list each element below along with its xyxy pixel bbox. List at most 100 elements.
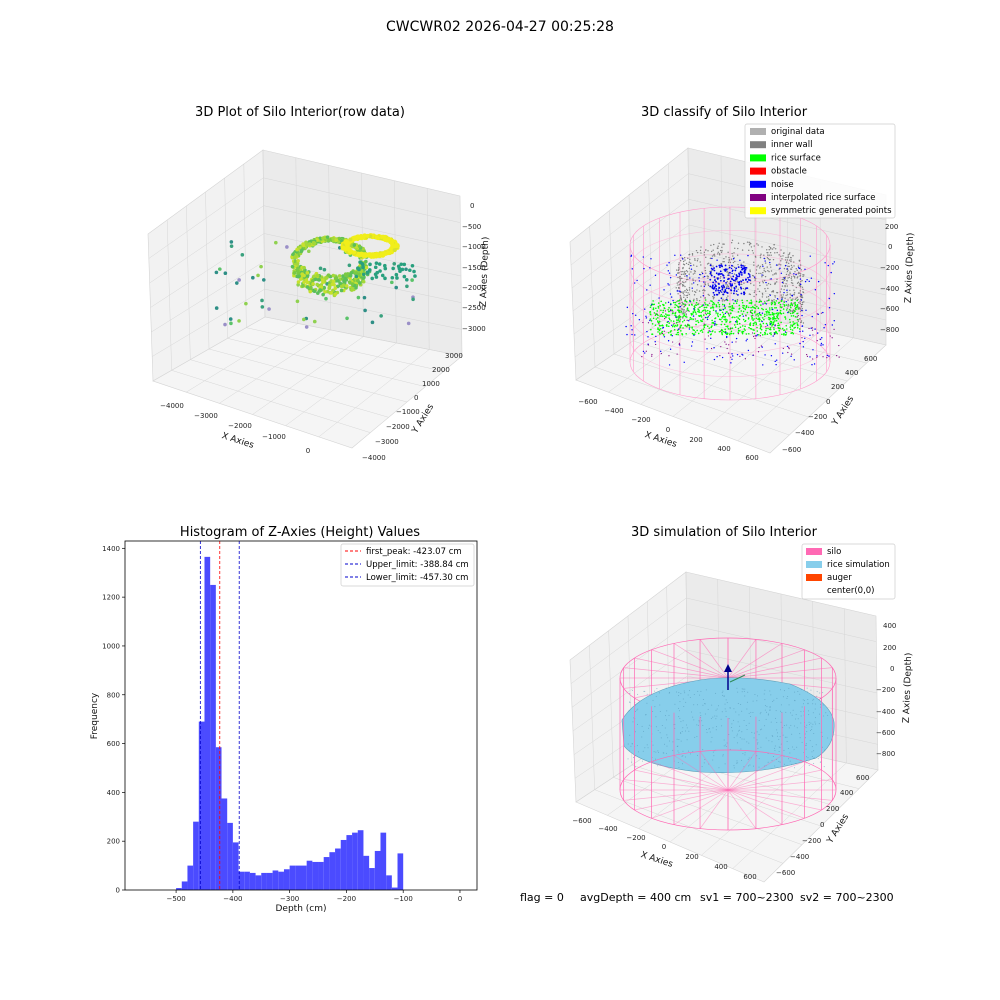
inner-wall-point [767, 252, 769, 254]
rice-mesh-point [810, 722, 812, 724]
rice-mesh-point [780, 704, 782, 706]
noise-point [812, 349, 814, 351]
legend-swatch [750, 180, 766, 188]
inner-wall-point [692, 278, 694, 280]
raw-point [379, 252, 384, 257]
interpolated-point [704, 338, 706, 340]
rice-mesh-point [778, 760, 780, 762]
inner-wall-point [685, 269, 688, 272]
rice-surface-point [768, 307, 771, 309]
rice-mesh-point [645, 714, 647, 716]
rice-surface-point [782, 334, 785, 336]
y-tick-label: 0 [116, 887, 120, 895]
noise-point [720, 264, 723, 267]
raw-point [364, 259, 368, 264]
rice-mesh-point [731, 726, 733, 728]
rice-mesh-point [741, 738, 743, 740]
rice-surface-point [675, 321, 678, 324]
inner-wall-point [789, 289, 791, 292]
rice-surface-point [784, 316, 786, 318]
inner-wall-point [765, 290, 767, 292]
inner-wall-point [683, 257, 686, 259]
rice-mesh-point [743, 738, 745, 740]
legend-swatch [750, 141, 766, 149]
inner-wall-point [702, 292, 705, 294]
rice-surface-point [706, 309, 709, 312]
noise-point [790, 355, 792, 358]
rice-mesh-point [733, 737, 735, 739]
rice-mesh-point [759, 713, 761, 715]
inner-wall-point [722, 243, 724, 245]
inner-wall-point [753, 295, 755, 298]
rice-surface-point [669, 331, 672, 333]
rice-mesh-point [725, 745, 727, 747]
inner-wall-point [725, 284, 727, 286]
rice-mesh-point [700, 714, 702, 716]
noise-point [714, 283, 716, 285]
rice-mesh-point [666, 745, 668, 747]
inner-wall-point [800, 320, 803, 322]
inner-wall-point [690, 271, 692, 273]
rice-mesh-point [736, 742, 738, 744]
rice-surface-point [668, 306, 670, 309]
rice-mesh-point [731, 723, 733, 725]
noise-point [725, 281, 727, 284]
rice-surface-point [754, 321, 756, 324]
rice-mesh-point [637, 708, 639, 710]
rice-surface-point [774, 301, 776, 304]
inner-wall-point [787, 265, 789, 268]
rice-surface-point [736, 320, 739, 323]
rice-mesh-point [756, 739, 758, 741]
rice-surface-point [692, 311, 695, 313]
noise-point [762, 364, 764, 366]
rice-surface-point [796, 326, 799, 329]
inner-wall-point [680, 273, 683, 276]
rice-mesh-point [676, 738, 678, 740]
rice-mesh-point [694, 736, 696, 738]
inner-wall-point [694, 258, 696, 260]
raw-point [379, 314, 383, 318]
noise-point [774, 332, 776, 335]
inner-wall-point [769, 263, 771, 266]
rice-surface-point [728, 303, 731, 305]
rice-mesh-point [783, 763, 785, 765]
inner-wall-point [733, 273, 736, 275]
noise-point [809, 334, 811, 337]
rice-surface-point [758, 300, 761, 303]
noise-point [716, 278, 719, 280]
rice-mesh-point [793, 725, 795, 727]
noise-point [703, 285, 706, 287]
raw-point [296, 282, 300, 287]
histogram-bar [306, 860, 313, 890]
rice-mesh-point [665, 719, 667, 721]
rice-mesh-point [744, 754, 746, 756]
noise-point [725, 331, 727, 334]
inner-wall-point [781, 258, 783, 260]
interpolated-point [655, 313, 658, 315]
rice-mesh-point [668, 714, 670, 716]
rice-surface-point [752, 328, 754, 331]
rice-surface-point [674, 324, 677, 327]
inner-wall-point [703, 254, 705, 256]
inner-wall-point [759, 265, 762, 268]
inner-wall-point [681, 304, 683, 306]
rice-mesh-point [644, 747, 646, 749]
rice-surface-point [699, 306, 701, 308]
svg-text:0: 0 [470, 202, 474, 210]
svg-text:−600: −600 [880, 305, 899, 313]
auger-arrow-icon [724, 664, 732, 672]
raw-point [362, 275, 366, 280]
inner-wall-point [681, 313, 683, 315]
rice-surface-point [768, 299, 770, 302]
rice-mesh-point [816, 695, 818, 697]
inner-wall-point [717, 245, 719, 247]
svg-text:−400: −400 [880, 285, 899, 293]
rice-mesh-point [655, 726, 657, 728]
noise-point [712, 287, 715, 290]
inner-wall-point [799, 301, 801, 303]
inner-wall-point [770, 270, 773, 272]
noise-point [701, 272, 704, 275]
inner-wall-point [696, 251, 699, 254]
noise-point [671, 335, 673, 337]
noise-point [762, 265, 764, 267]
